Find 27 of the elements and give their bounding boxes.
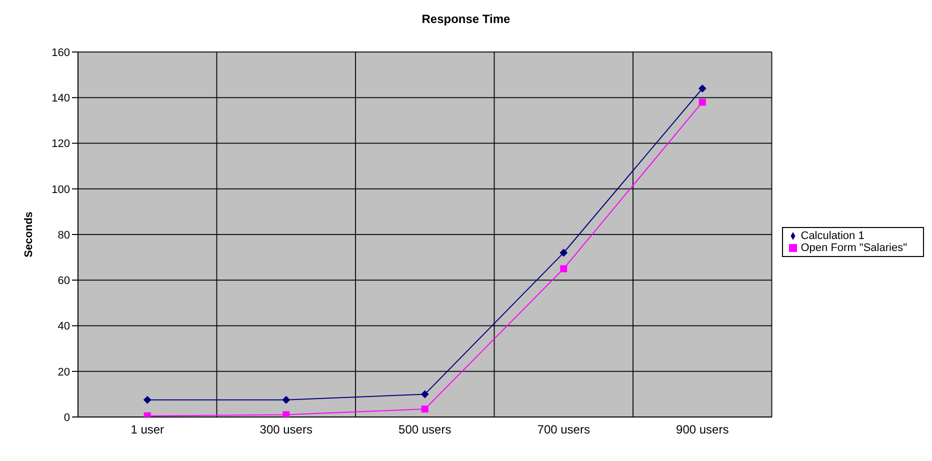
legend-label: Calculation 1	[800, 230, 864, 242]
x-tick-label: 900 users	[676, 422, 729, 437]
y-tick-label: 120	[52, 138, 70, 150]
y-tick-label: 100	[52, 184, 70, 196]
y-tick-label: 20	[58, 366, 70, 378]
point	[420, 390, 429, 398]
chart-title: Response Time	[420, 11, 512, 28]
y-tick-label: 80	[58, 229, 70, 242]
point	[698, 84, 706, 92]
x-tick-label: 500 users	[398, 422, 452, 437]
point	[282, 396, 290, 404]
point	[698, 98, 706, 106]
point	[143, 396, 152, 404]
y-tick-label: 0	[64, 412, 70, 424]
x-tick-label: 700 users	[537, 422, 590, 437]
y-tick-label: 160	[52, 46, 70, 59]
x-tick-label: 300 users	[260, 422, 312, 437]
y-tick-label: 140	[52, 92, 70, 105]
legend-label: Open Form "Salaries"	[800, 242, 907, 254]
point	[421, 406, 428, 413]
x-tick-label: 1 user	[130, 422, 164, 437]
point	[560, 248, 568, 257]
y-tick-label: 60	[58, 275, 70, 288]
point	[282, 411, 290, 417]
y-axis-title: Seconds	[22, 212, 35, 258]
point	[560, 265, 568, 272]
y-tick-label: 40	[58, 320, 70, 333]
